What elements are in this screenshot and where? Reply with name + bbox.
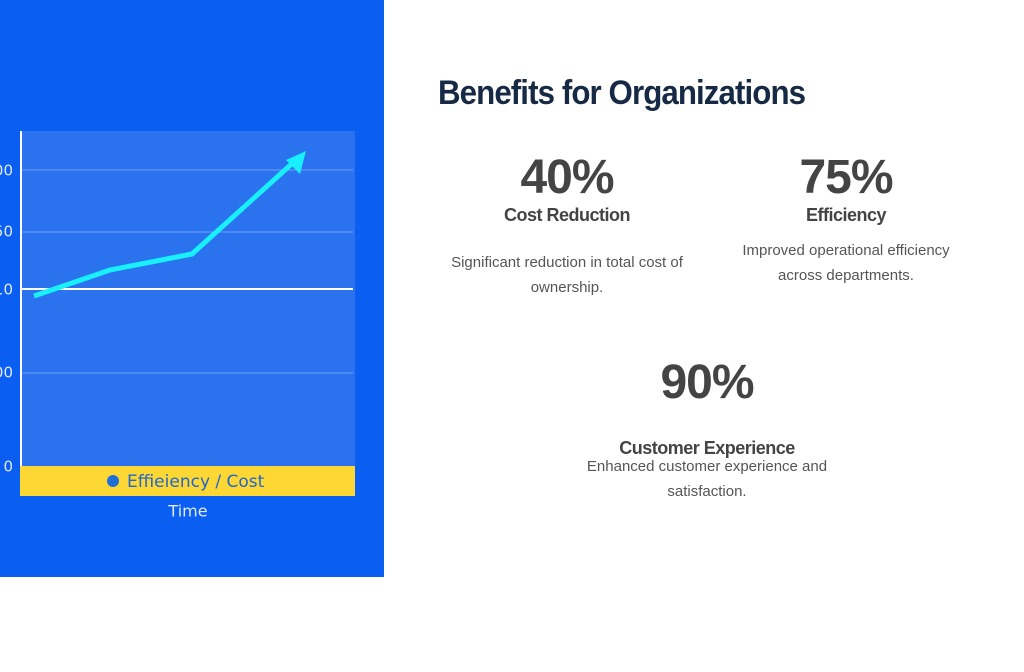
legend-band [20,466,355,496]
tick-label: 00 [0,364,13,382]
illustration-graphic: 00 50 10 00 0 Effieiency / Cost Time [0,131,355,521]
tick-label: 0 [3,458,13,476]
tick-label: 00 [0,162,13,180]
trend-line [33,158,298,299]
x-axis-label: Time [167,502,207,521]
legend-icon [107,475,119,487]
chart-illustration: 00 50 10 00 0 Effieiency / Cost Time [0,0,384,577]
stat-card: 75% Efficiency Improved operational effi… [716,152,976,288]
stat-label: Cost Reduction [504,205,631,225]
stat-description: Enhanced customer experience and satisfa… [586,458,828,500]
heading: Benefits for Organizations [438,74,806,112]
stat-label: Customer Experience [619,438,795,458]
plot-area [20,131,355,496]
stat-card: 90% Customer Experience Enhanced custome… [577,357,837,504]
tick-label: 50 [0,223,13,241]
stat-card: 40% Cost Reduction Significant reduction… [437,152,697,300]
stat-value: 75% [799,151,893,204]
stat-description: Improved operational efficiency across d… [742,242,950,284]
tick-label: 10 [0,281,13,299]
legend-label: Effieiency / Cost [127,472,265,492]
stat-label: Efficiency [805,205,887,225]
stat-value: 40% [520,151,614,204]
stat-description: Significant reduction in total cost of o… [451,254,683,296]
trend-arrowhead [286,151,306,174]
stat-value: 90% [660,356,754,409]
